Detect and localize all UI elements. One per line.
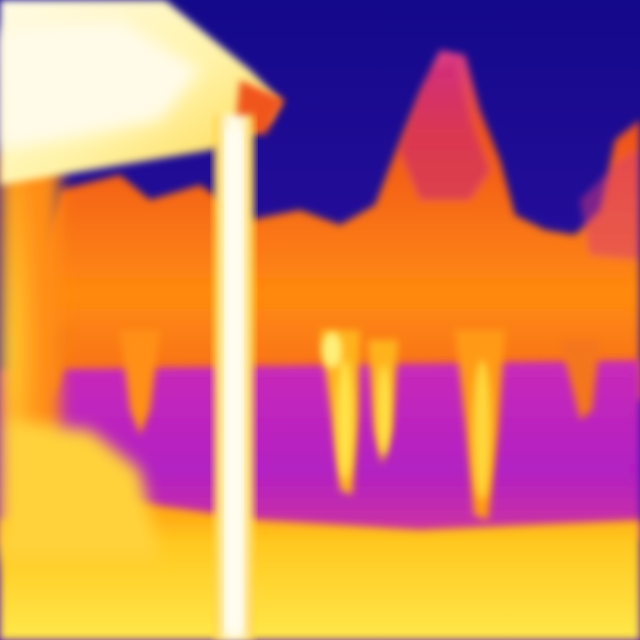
house-roof-eave <box>0 0 285 185</box>
tree-line <box>40 50 640 400</box>
foreground-grass <box>0 500 640 640</box>
trunk-highlights <box>322 332 491 500</box>
house-wall <box>0 150 160 560</box>
porch-post <box>214 115 254 640</box>
